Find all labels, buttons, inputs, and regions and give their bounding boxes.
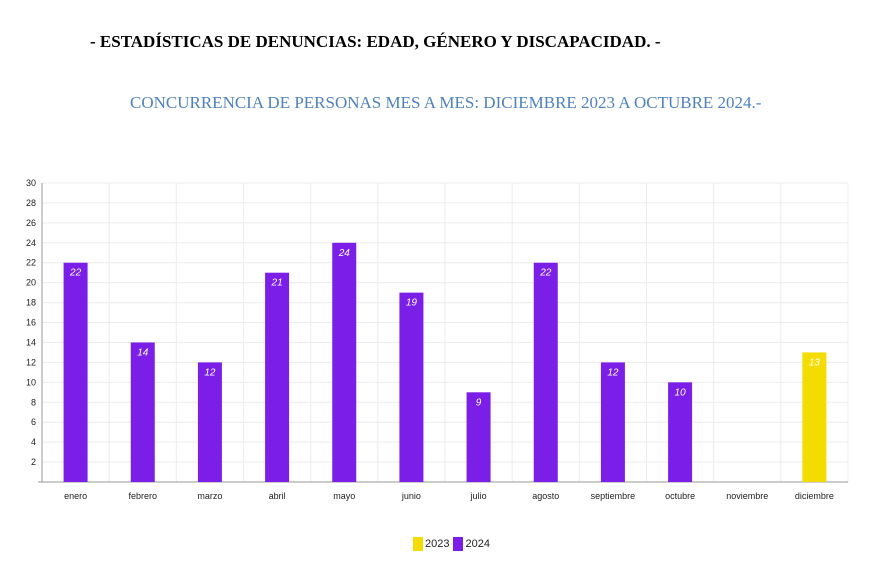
y-tick-label: 12: [26, 357, 36, 367]
data-label-2024-octubre: 10: [675, 387, 687, 398]
legend-item-2023[interactable]: 2023: [413, 537, 449, 551]
y-tick-label: 26: [26, 218, 36, 228]
data-label-2024-abril: 21: [271, 278, 283, 289]
data-label-2024-septiembre: 12: [607, 367, 619, 378]
page-heading: - ESTADÍSTICAS DE DENUNCIAS: EDAD, GÉNER…: [90, 32, 661, 51]
data-label-2023-diciembre: 13: [809, 357, 821, 368]
bar-2024-junio: [399, 292, 424, 482]
x-tick-label: septiembre: [591, 491, 636, 501]
x-tick-label: abril: [269, 491, 286, 501]
data-label-2024-agosto: 22: [539, 268, 552, 279]
data-label-2024-marzo: 12: [204, 367, 216, 378]
data-label-2024-junio: 19: [406, 298, 418, 309]
legend-label-2023: 2023: [425, 538, 450, 550]
x-tick-label: enero: [64, 491, 87, 501]
data-label-2024-julio: 9: [476, 397, 482, 408]
bar-2024-abril: [265, 272, 290, 482]
x-tick-label: diciembre: [795, 491, 834, 501]
legend-swatch-2023: [413, 537, 423, 551]
x-tick-label: junio: [401, 491, 421, 501]
x-tick-label: octubre: [665, 491, 695, 501]
legend-swatch-2024: [453, 537, 464, 551]
y-tick-label: 6: [31, 417, 36, 427]
bar-2024-octubre: [668, 382, 693, 482]
x-tick-label: agosto: [532, 491, 559, 501]
y-tick-label: 10: [26, 377, 36, 387]
legend-item-2024[interactable]: 2024: [453, 537, 490, 551]
bar-2024-agosto: [533, 262, 558, 482]
bar-2024-marzo: [197, 362, 222, 482]
y-tick-label: 28: [26, 198, 36, 208]
y-tick-label: 8: [31, 397, 36, 407]
data-label-2024-enero: 22: [69, 268, 82, 279]
x-tick-label: noviembre: [726, 491, 768, 501]
bar-2024-septiembre: [600, 362, 625, 482]
bar-2023-diciembre: [802, 352, 827, 482]
y-tick-label: 14: [26, 337, 36, 347]
y-tick-label: 2: [31, 457, 36, 467]
data-label-2024-febrero: 14: [137, 347, 149, 358]
y-tick-label: 16: [26, 318, 36, 328]
legend-label-2024: 2024: [465, 538, 490, 550]
x-tick-label: febrero: [128, 491, 157, 501]
bar-2024-enero: [63, 262, 88, 482]
bar-2024-mayo: [332, 242, 357, 482]
chart-subheading: CONCURRENCIA DE PERSONAS MES A MES: DICI…: [130, 93, 762, 112]
bar-2024-febrero: [130, 342, 155, 482]
bar-2024-julio: [466, 392, 491, 482]
y-tick-label: 22: [26, 258, 36, 268]
y-tick-label: 20: [26, 278, 36, 288]
x-tick-label: julio: [470, 491, 487, 501]
chart-legend: 2023 2024: [413, 537, 494, 551]
y-tick-label: 24: [26, 238, 36, 248]
data-label-2024-mayo: 24: [338, 248, 351, 259]
y-tick-label: 18: [26, 298, 36, 308]
y-tick-label: 4: [31, 437, 36, 447]
y-tick-label: 30: [26, 178, 36, 188]
x-tick-label: mayo: [333, 491, 355, 501]
x-tick-label: marzo: [197, 491, 222, 501]
